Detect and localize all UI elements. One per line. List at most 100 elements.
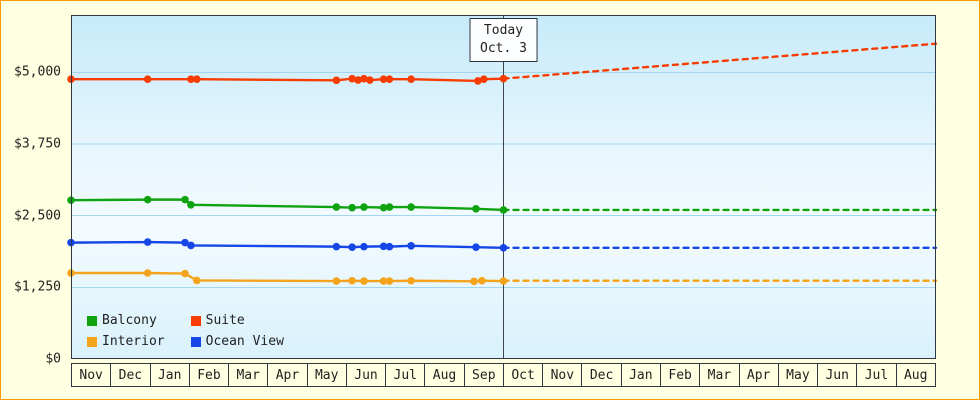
data-point-dot	[348, 74, 356, 83]
legend-label: Interior	[102, 334, 165, 349]
data-point-dot	[354, 76, 362, 84]
x-axis-month-cell: Jan	[149, 363, 190, 387]
data-point-dot	[407, 75, 415, 84]
data-point-dot	[360, 203, 368, 211]
data-point-dot	[385, 277, 394, 285]
data-point-dot	[187, 200, 195, 209]
x-axis-month-cell: Aug	[424, 363, 465, 387]
legend-swatch	[87, 315, 97, 326]
series-line	[69, 240, 505, 249]
data-point-dot	[407, 241, 415, 250]
data-point-dot	[181, 195, 189, 204]
data-point-dot	[470, 277, 478, 286]
series-forecast-line	[502, 42, 938, 80]
x-axis-month-cell: Nov	[542, 363, 583, 387]
legend-label: Balcony	[102, 313, 157, 328]
data-point-dot	[360, 74, 368, 83]
x-axis-month-cell: Jun	[817, 363, 858, 387]
x-axis-month-cell: Mar	[699, 363, 740, 387]
x-axis-month-cell: Dec	[581, 363, 622, 387]
y-axis-tick-label: $2,500	[14, 208, 61, 224]
chart-canvas	[67, 15, 938, 359]
x-axis-month-cell: Apr	[738, 363, 779, 387]
x-axis-month-cell: Jun	[345, 363, 387, 387]
data-point-dot	[499, 206, 508, 214]
data-point-dot	[181, 269, 189, 278]
data-point-dot	[143, 75, 152, 84]
x-axis-month-cell: Nov	[71, 363, 112, 387]
data-point-dot	[379, 277, 388, 285]
y-axis-tick-label: $3,750	[14, 136, 61, 152]
series-line	[69, 271, 505, 283]
series-line	[69, 198, 505, 212]
data-point-dot	[499, 243, 508, 252]
data-point-dot	[379, 203, 388, 212]
data-point-dot	[385, 242, 394, 251]
x-axis-month-row: Nov Dec Jan Feb Mar Apr May Jun Jul Aug Sep Oct Nov D…	[71, 363, 936, 387]
x-axis-month-cell: Feb	[188, 363, 230, 387]
data-point-dot	[143, 238, 152, 246]
data-point-dot	[499, 74, 508, 83]
x-axis-month-cell: Jan	[620, 363, 661, 387]
series-line	[69, 77, 505, 83]
legend-label: Suite	[205, 313, 245, 328]
data-point-dot	[379, 75, 388, 84]
legend-item: Balcony	[87, 313, 165, 328]
x-axis-month-cell: Sep	[463, 363, 504, 387]
data-point-dot	[332, 277, 341, 285]
x-axis-month-cell: May	[777, 363, 819, 387]
data-point-dot	[474, 77, 482, 85]
x-axis-month-cell: Oct	[502, 363, 544, 387]
today-marker-date: Oct. 3	[480, 41, 527, 57]
data-point-dot	[348, 276, 356, 285]
data-point-dot	[360, 242, 368, 251]
data-point-dot	[332, 242, 341, 251]
data-point-dot	[348, 203, 356, 212]
data-point-dot	[348, 243, 356, 251]
today-marker: Today Oct. 3	[469, 18, 538, 63]
legend: Balcony Suite Interior Ocean View	[87, 313, 284, 349]
data-point-dot	[332, 76, 341, 85]
data-point-dot	[360, 277, 368, 285]
data-point-dot	[187, 75, 195, 84]
data-point-dot	[193, 75, 201, 84]
legend-swatch	[87, 336, 97, 347]
x-axis-month-cell: Jul	[856, 363, 897, 387]
y-axis-tick-label: $0	[45, 351, 61, 367]
data-point-dot	[407, 276, 415, 285]
x-axis-month-cell: Jul	[385, 363, 426, 387]
data-point-dot	[366, 76, 374, 84]
y-axis-tick-label: $1,250	[14, 279, 61, 295]
x-axis-month-cell: Feb	[659, 363, 701, 387]
legend-item: Ocean View	[190, 334, 284, 349]
data-point-dot	[385, 203, 394, 211]
data-point-dot	[407, 203, 415, 211]
legend-item: Interior	[87, 334, 165, 349]
x-axis-month-cell: Dec	[110, 363, 151, 387]
data-point-dot	[379, 242, 388, 251]
data-point-dot	[193, 276, 201, 285]
data-point-dot	[472, 204, 480, 213]
y-axis-tick-label: $5,000	[14, 64, 61, 80]
x-axis-month-cell: May	[306, 363, 347, 387]
legend-swatch	[190, 336, 201, 347]
x-axis-month-cell: Mar	[228, 363, 269, 387]
plot-border	[71, 15, 936, 359]
data-point-dot	[385, 75, 394, 84]
x-axis-month-cell: Aug	[895, 363, 936, 387]
data-point-dot	[332, 203, 341, 211]
x-axis-month-cell: Apr	[267, 363, 308, 387]
data-point-dot	[143, 195, 152, 204]
data-point-dot	[499, 277, 508, 285]
legend-label: Ocean View	[205, 334, 284, 349]
data-point-dot	[181, 238, 189, 247]
today-marker-title: Today	[483, 23, 524, 38]
y-axis: $0 $1,250 $2,500 $3,750 $5,000	[1, 15, 63, 367]
data-point-dot	[143, 269, 152, 277]
data-point-dot	[478, 276, 486, 285]
data-point-dot	[472, 243, 480, 251]
legend-item: Suite	[190, 313, 284, 328]
data-point-dot	[187, 241, 195, 250]
legend-swatch	[190, 315, 201, 326]
